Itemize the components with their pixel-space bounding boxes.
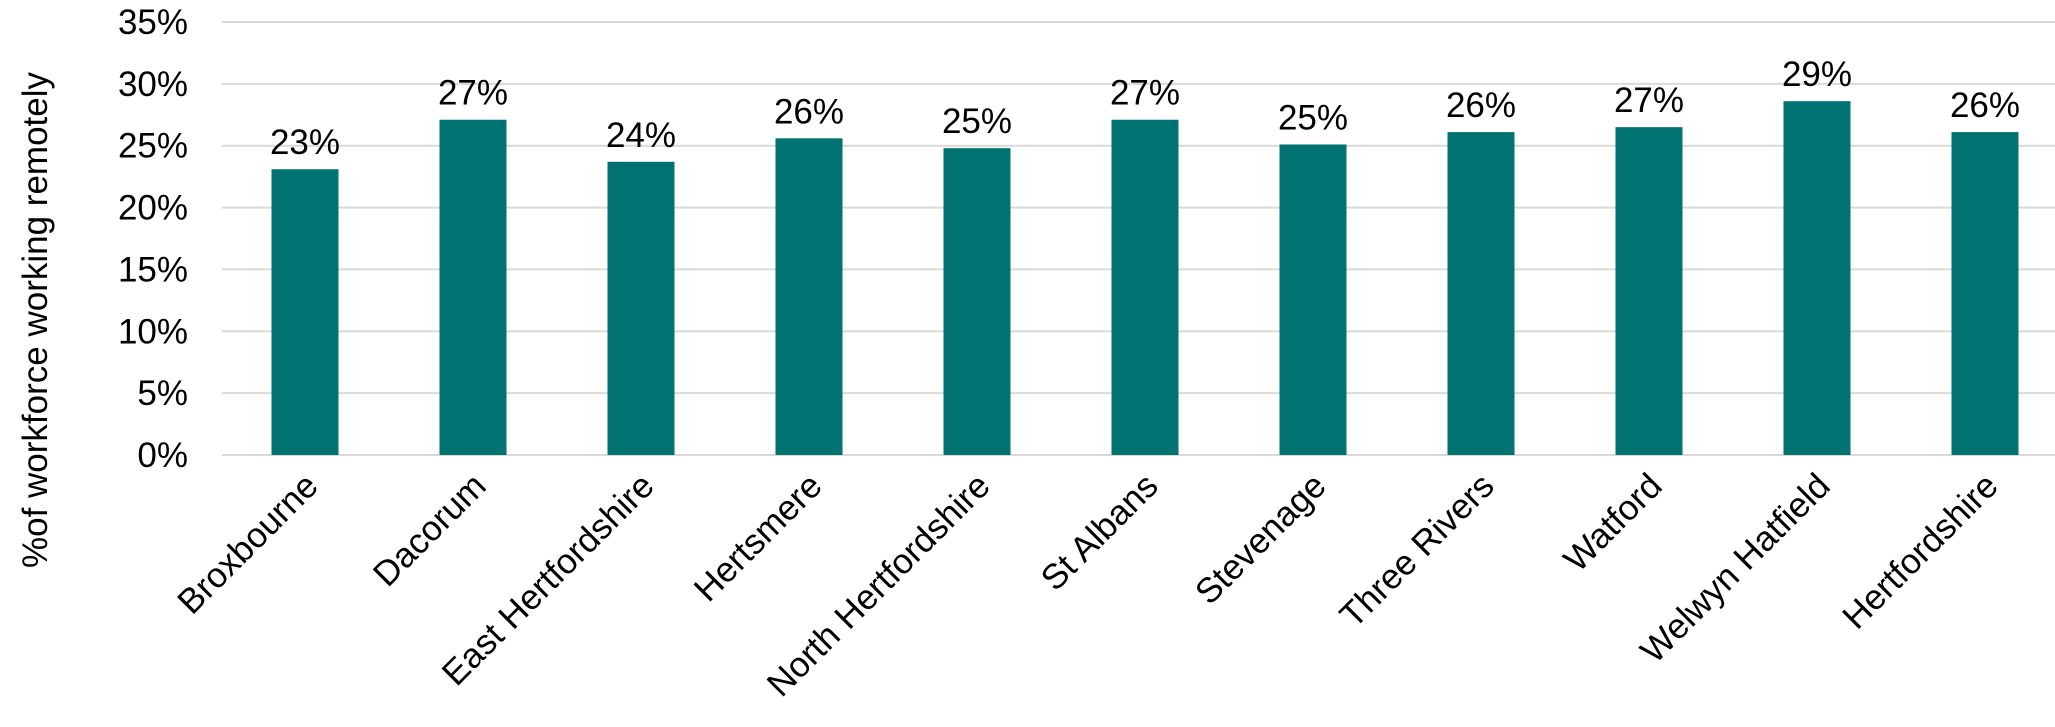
x-category-label: Watford: [1556, 466, 1669, 579]
bar: [1279, 144, 1347, 455]
x-category-label: Broxbourne: [170, 466, 326, 622]
data-label: 26%: [1446, 86, 1516, 125]
y-axis-title: %of workforce working remotely: [16, 72, 55, 568]
x-category-label: Three Rivers: [1332, 466, 1501, 635]
data-label: 25%: [1278, 98, 1348, 137]
bar: [1615, 127, 1683, 456]
y-axis-ticks: 0% 5% 10% 15% 20% 25% 30% 35%: [118, 3, 188, 475]
data-label: 25%: [942, 102, 1012, 141]
bars: [271, 101, 2019, 456]
bar: [775, 138, 843, 455]
bar: [943, 148, 1011, 455]
y-tick-label: 15%: [118, 250, 188, 289]
data-label: 24%: [606, 116, 676, 155]
bar: [607, 161, 675, 455]
data-label: 26%: [774, 92, 844, 131]
y-tick-label: 5%: [137, 374, 188, 413]
data-label: 27%: [438, 74, 508, 113]
y-tick-label: 10%: [118, 312, 188, 351]
data-label: 23%: [270, 123, 340, 162]
data-labels: 23% 27% 24% 26% 25% 27% 25% 26% 27% 29% 26%: [270, 55, 2020, 162]
data-label: 29%: [1782, 55, 1852, 94]
bar: [1447, 132, 1515, 455]
bar: [439, 119, 507, 455]
y-tick-label: 25%: [118, 127, 188, 166]
y-tick-label: 0%: [137, 436, 188, 475]
y-tick-label: 30%: [118, 65, 188, 104]
bar: [271, 169, 339, 455]
y-tick-label: 20%: [118, 189, 188, 228]
x-category-label: Hertfordshire: [1835, 466, 2006, 637]
data-label: 27%: [1614, 81, 1684, 120]
x-category-label: St Albans: [1034, 466, 1166, 598]
y-tick-label: 35%: [118, 3, 188, 42]
data-label: 27%: [1110, 74, 1180, 113]
bar: [1111, 119, 1179, 455]
bar: [1951, 132, 2019, 455]
data-label: 26%: [1950, 86, 2020, 125]
x-category-label: Dacorum: [366, 466, 494, 594]
x-category-label: Stevenage: [1188, 466, 1334, 612]
x-category-label: Hertsmere: [687, 466, 830, 609]
bar: [1783, 101, 1851, 456]
